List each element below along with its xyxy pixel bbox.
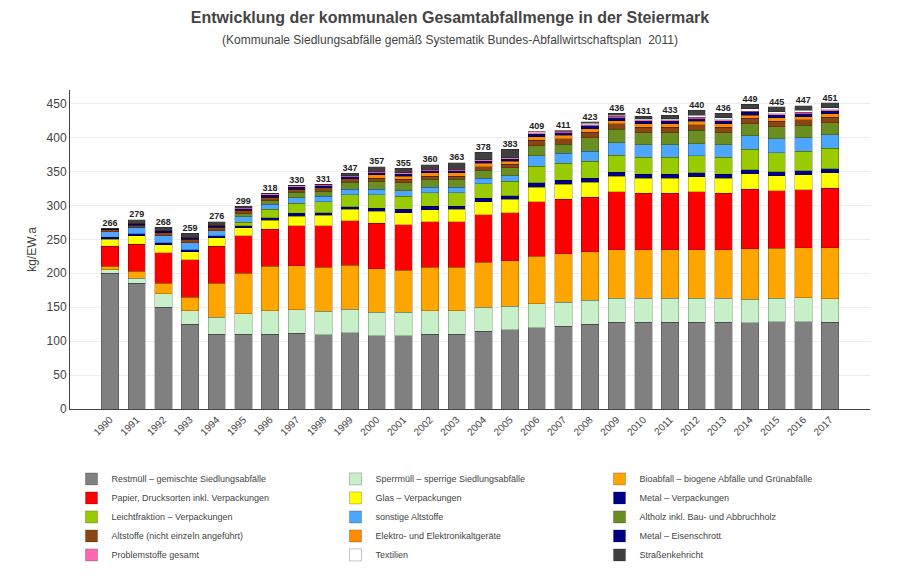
svg-text:2013: 2013	[705, 414, 729, 438]
svg-text:383: 383	[502, 139, 517, 149]
svg-text:436: 436	[609, 103, 624, 113]
svg-text:2012: 2012	[678, 414, 702, 438]
svg-text:100: 100	[47, 334, 67, 348]
svg-text:1999: 1999	[331, 414, 355, 438]
svg-text:Straßenkehricht: Straßenkehricht	[640, 550, 704, 560]
svg-text:347: 347	[342, 163, 357, 173]
svg-text:150: 150	[47, 300, 67, 314]
svg-text:2011: 2011	[652, 414, 675, 437]
svg-text:Restmüll – gemischte Siedlungs: Restmüll – gemischte Siedlungsabfälle	[112, 474, 267, 484]
svg-text:300: 300	[47, 199, 67, 213]
svg-text:423: 423	[582, 112, 597, 122]
svg-text:1993: 1993	[171, 414, 195, 438]
svg-text:350: 350	[47, 165, 67, 179]
svg-text:449: 449	[742, 94, 757, 104]
svg-text:1997: 1997	[278, 414, 302, 438]
svg-text:1990: 1990	[91, 414, 115, 438]
svg-text:279: 279	[129, 209, 144, 219]
svg-text:2014: 2014	[731, 414, 755, 438]
svg-text:357: 357	[369, 156, 384, 166]
svg-text:355: 355	[396, 158, 411, 168]
svg-text:409: 409	[529, 121, 544, 131]
svg-text:1992: 1992	[145, 414, 169, 438]
svg-text:Glas – Verpackungen: Glas – Verpackungen	[376, 493, 462, 503]
svg-text:2008: 2008	[571, 414, 595, 438]
svg-text:50: 50	[53, 368, 67, 382]
svg-text:Textilien: Textilien	[376, 550, 409, 560]
svg-text:sonstige Altstoffe: sonstige Altstoffe	[376, 512, 444, 522]
svg-text:2009: 2009	[598, 414, 622, 438]
svg-text:2006: 2006	[518, 414, 542, 438]
svg-text:2017: 2017	[811, 414, 835, 438]
svg-text:2007: 2007	[545, 414, 569, 438]
svg-text:331: 331	[316, 174, 331, 184]
svg-text:440: 440	[689, 100, 704, 110]
svg-text:Elektro- und Elektronikaltgerä: Elektro- und Elektronikaltgeräte	[376, 531, 502, 541]
svg-text:Bioabfall – biogene Abfälle un: Bioabfall – biogene Abfälle und Grünabfä…	[640, 474, 813, 484]
svg-text:2005: 2005	[491, 414, 515, 438]
svg-text:451: 451	[822, 93, 837, 103]
svg-text:Metal – Eisenschrott: Metal – Eisenschrott	[640, 531, 722, 541]
svg-text:2000: 2000	[358, 414, 382, 438]
svg-text:450: 450	[47, 97, 67, 111]
svg-text:Problemstoffe gesamt: Problemstoffe gesamt	[112, 550, 200, 560]
svg-text:Entwicklung der kommunalen Ges: Entwicklung der kommunalen Gesamtabfallm…	[191, 9, 709, 47]
svg-text:Altstoffe (nicht einzeln angef: Altstoffe (nicht einzeln angeführt)	[112, 531, 243, 541]
svg-text:268: 268	[156, 217, 171, 227]
svg-text:299: 299	[236, 196, 251, 206]
svg-text:1991: 1991	[118, 414, 142, 438]
svg-text:200: 200	[47, 266, 67, 280]
svg-text:2004: 2004	[465, 414, 489, 438]
svg-text:447: 447	[796, 95, 811, 105]
svg-text:2015: 2015	[758, 414, 782, 438]
svg-text:330: 330	[289, 175, 304, 185]
svg-text:1994: 1994	[198, 414, 222, 438]
svg-text:360: 360	[422, 154, 437, 164]
svg-text:2001: 2001	[385, 414, 409, 438]
svg-text:250: 250	[47, 233, 67, 247]
svg-text:431: 431	[636, 106, 651, 116]
svg-text:1998: 1998	[305, 414, 329, 438]
svg-text:276: 276	[209, 211, 224, 221]
svg-text:1996: 1996	[251, 414, 275, 438]
svg-text:433: 433	[662, 105, 677, 115]
svg-text:363: 363	[449, 152, 464, 162]
svg-text:0: 0	[60, 402, 67, 416]
svg-text:400: 400	[47, 131, 67, 145]
svg-text:378: 378	[476, 142, 491, 152]
svg-text:259: 259	[182, 223, 197, 233]
svg-text:2003: 2003	[438, 414, 462, 438]
svg-text:Altholz inkl. Bau- und Abbruch: Altholz inkl. Bau- und Abbruchholz	[640, 512, 777, 522]
svg-text:2010: 2010	[625, 414, 649, 438]
svg-text:445: 445	[769, 97, 784, 107]
svg-text:436: 436	[716, 103, 731, 113]
svg-text:411: 411	[556, 120, 571, 130]
svg-text:318: 318	[262, 183, 277, 193]
svg-text:kg/EW.a: kg/EW.a	[25, 227, 39, 272]
svg-text:2002: 2002	[411, 414, 435, 438]
svg-text:2016: 2016	[785, 414, 809, 438]
svg-text:Leichtfraktion – Verpackungen: Leichtfraktion – Verpackungen	[112, 512, 233, 522]
svg-text:1995: 1995	[225, 414, 249, 438]
svg-text:Sperrmüll – sperrige Siedlungs: Sperrmüll – sperrige Siedlungsabfälle	[376, 474, 526, 484]
svg-text:Papier, Drucksorten inkl. Verp: Papier, Drucksorten inkl. Verpackungen	[112, 493, 270, 503]
svg-text:266: 266	[102, 218, 117, 228]
svg-text:Metal – Verpackungen: Metal – Verpackungen	[640, 493, 730, 503]
